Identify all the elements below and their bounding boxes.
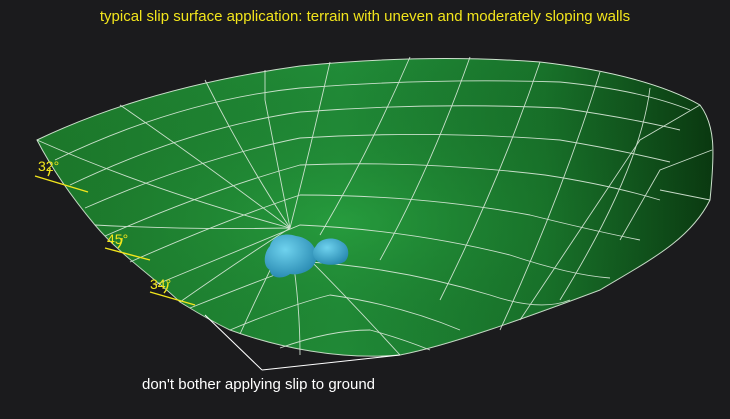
angle-label-32: 32° xyxy=(38,158,60,174)
obstacle-blob-left xyxy=(264,234,317,278)
angle-label-45: 45° xyxy=(107,231,129,247)
terrain-shading xyxy=(37,58,713,357)
ground-caption: don't bother applying slip to ground xyxy=(142,376,376,393)
ground-pointer-lines xyxy=(204,314,401,371)
angle-label-34: 34° xyxy=(150,276,172,292)
obstacle-blob-group xyxy=(264,234,349,278)
terrain-mesh-grid xyxy=(36,56,713,356)
obstacle-blob-right xyxy=(313,238,349,265)
angle-markers xyxy=(34,167,196,306)
diagram-title: typical slip surface application: terrai… xyxy=(99,8,631,25)
